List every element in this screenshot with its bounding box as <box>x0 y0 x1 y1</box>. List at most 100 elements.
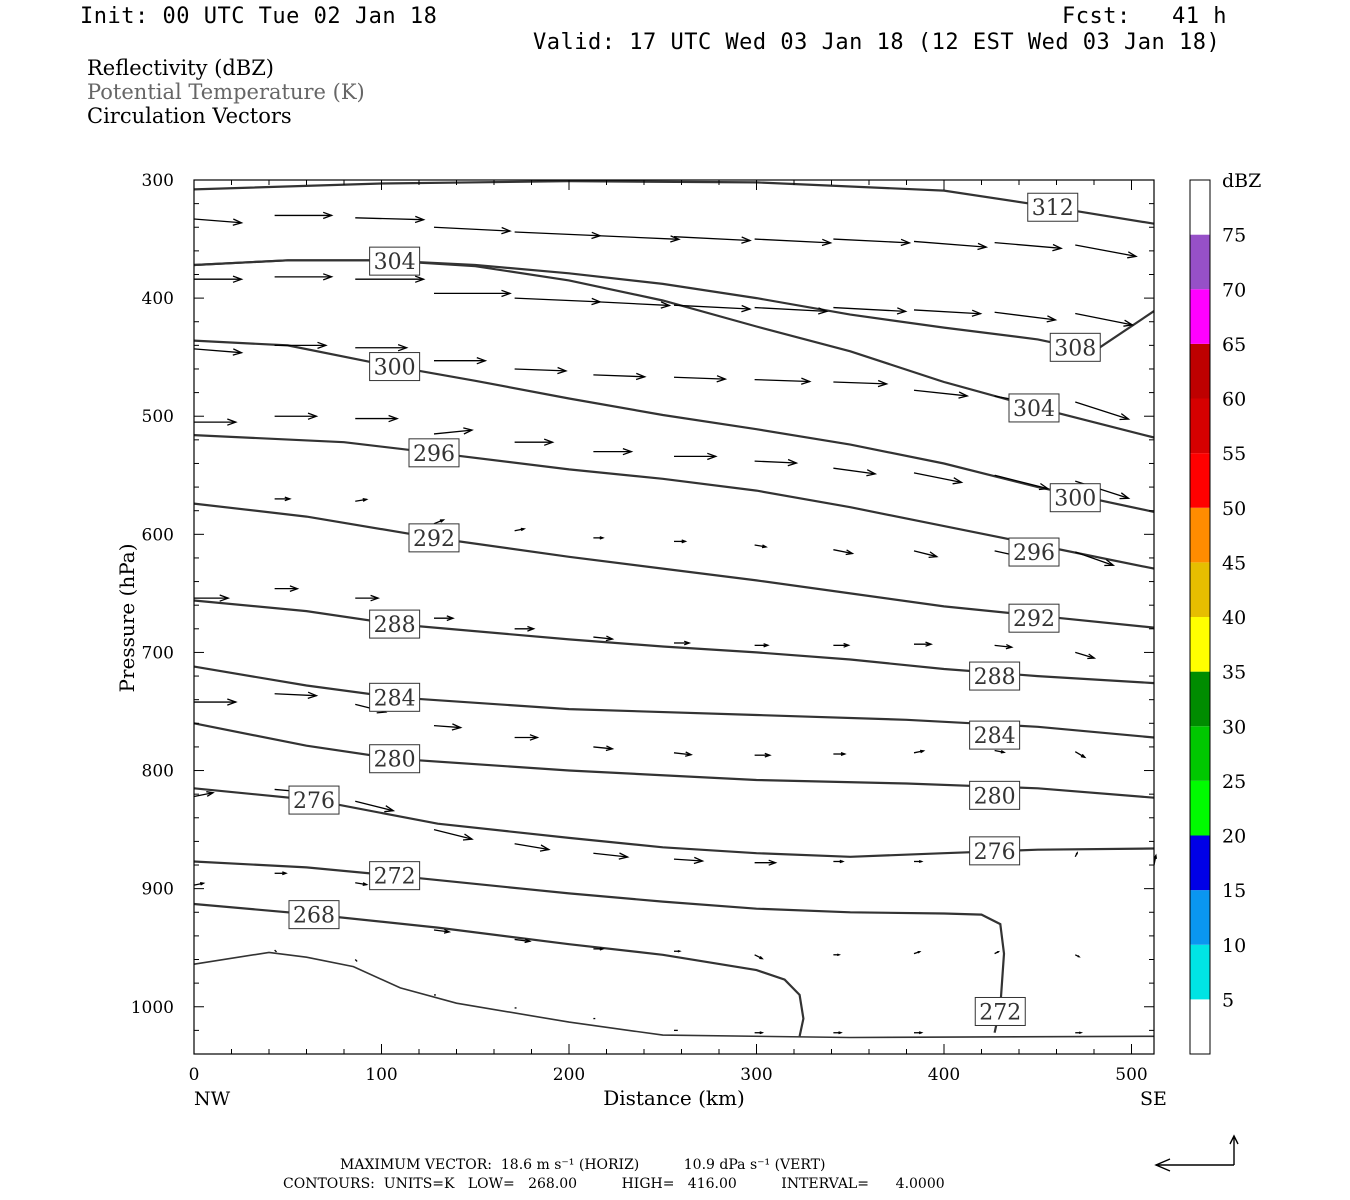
legend-reflectivity: Reflectivity (dBZ) <box>87 56 275 80</box>
vector-11 <box>1075 244 1138 259</box>
vector-8 <box>833 238 912 247</box>
contour-label-extra-0-box <box>1008 393 1060 423</box>
x-tick-label-400: 400 <box>928 1065 960 1085</box>
x-axis: 0 100 200 300 400 500 <box>189 180 1148 1085</box>
vector-4 <box>514 231 602 240</box>
vector-54 <box>754 544 768 549</box>
vector-79 <box>833 751 847 757</box>
x-axis-right-label: SE <box>1140 1088 1167 1110</box>
colorbar-segment <box>1190 890 1210 945</box>
contour-label-300-box <box>369 352 421 382</box>
vector-33 <box>913 389 970 399</box>
x-tick-label-200: 200 <box>553 1065 585 1085</box>
colorbar-label-70: 70 <box>1222 279 1246 301</box>
contour-label-extra-7-box <box>969 836 1021 866</box>
vector-32 <box>833 379 889 388</box>
contour-label-extra-4: 288 <box>974 665 1016 690</box>
x-tick-label-0: 0 <box>189 1065 200 1085</box>
vector-89 <box>673 856 705 865</box>
vector-35 <box>1075 401 1131 421</box>
theta-contour-300 <box>193 339 1155 513</box>
theta-contour-292 <box>193 502 1155 629</box>
vector-62 <box>434 615 455 622</box>
contour-label-296: 296 <box>413 442 455 467</box>
vector-104 <box>833 953 841 957</box>
vector-24 <box>193 348 244 356</box>
colorbar-label-45: 45 <box>1222 552 1246 574</box>
vector-66 <box>754 643 770 648</box>
vector-82 <box>1074 751 1087 759</box>
vector-43 <box>754 458 799 467</box>
vector-86 <box>433 828 474 841</box>
vector-53 <box>674 539 688 544</box>
vector-94 <box>1074 851 1079 858</box>
colorbar-segment <box>1190 343 1210 399</box>
vector-16 <box>514 297 602 306</box>
x-axis-title: Distance (km) <box>603 1086 745 1110</box>
vector-17 <box>593 301 672 309</box>
vector-18 <box>673 304 752 313</box>
colorbar-label-75: 75 <box>1222 225 1246 247</box>
colorbar-label-15: 15 <box>1222 880 1246 902</box>
contour-label-268-box <box>288 900 340 930</box>
vector-9 <box>913 240 989 251</box>
contour-label-304: 304 <box>374 250 416 275</box>
colorbar-segment <box>1190 726 1210 781</box>
vector-44 <box>833 467 878 477</box>
contour-label-extra-2-box <box>1008 537 1060 567</box>
colorbar-segment <box>1190 562 1210 617</box>
vector-99 <box>433 928 452 934</box>
vector-105 <box>913 950 922 955</box>
contour-label-308: 308 <box>1054 336 1096 361</box>
contour-label-extra-3: 292 <box>1013 607 1055 632</box>
vector-30 <box>673 375 728 383</box>
vector-81 <box>994 749 1006 754</box>
vector-100 <box>514 938 532 944</box>
contour-label-300: 300 <box>374 356 416 381</box>
contour-label-292: 292 <box>413 527 455 552</box>
contour-label-extra-0: 304 <box>1013 397 1055 422</box>
vector-42 <box>674 452 718 461</box>
vector-70 <box>1075 651 1097 660</box>
colorbar-label-30: 30 <box>1222 716 1246 738</box>
vector-71 <box>194 698 238 706</box>
max-vector-info: MAXIMUM VECTOR: 18.6 m s⁻¹ (HORIZ) 10.9 … <box>340 1157 826 1173</box>
contour-label-288-box <box>369 609 421 639</box>
colorbar-label-50: 50 <box>1222 498 1246 520</box>
legend-potential-temperature: Potential Temperature (K) <box>87 80 365 104</box>
contour-label-312-box <box>1027 192 1079 222</box>
vector-59 <box>194 594 231 602</box>
vector-68 <box>914 641 933 647</box>
vector-26 <box>355 343 409 352</box>
contour-label-288: 288 <box>374 613 416 638</box>
vector-108 <box>274 949 277 953</box>
contour-label-extra-8: 272 <box>979 1000 1021 1025</box>
vector-103 <box>754 954 764 960</box>
vector-45 <box>913 472 964 485</box>
x-tick-label-300: 300 <box>740 1065 772 1085</box>
vector-55 <box>833 549 855 556</box>
contour-label-280-box <box>369 744 421 774</box>
colorbar-segment <box>1190 234 1210 290</box>
contour-label-272-box <box>369 861 421 891</box>
contour-label-extra-6: 280 <box>974 784 1016 809</box>
colorbar-label-60: 60 <box>1222 389 1246 411</box>
contour-label-284-box <box>369 682 421 712</box>
contour-label-extra-1: 300 <box>1054 487 1096 512</box>
colorbar-segment <box>1190 398 1210 454</box>
vector-80 <box>913 749 926 754</box>
colorbar-segment <box>1190 507 1210 563</box>
y-tick-label-800: 800 <box>142 762 174 782</box>
colorbar-segment <box>1190 835 1210 891</box>
vector-21 <box>913 309 983 317</box>
vector-46 <box>994 474 1050 491</box>
vector-1 <box>274 211 334 220</box>
vector-25 <box>274 341 328 350</box>
vector-107 <box>1074 954 1081 958</box>
contour-label-extra-8-box <box>974 996 1026 1026</box>
vector-20 <box>833 306 908 315</box>
contour-label-304-box <box>369 246 421 276</box>
valid-time: Valid: 17 UTC Wed 03 Jan 18 (12 EST Wed … <box>533 30 1221 55</box>
vector-72 <box>274 691 319 700</box>
vector-38 <box>355 414 399 423</box>
